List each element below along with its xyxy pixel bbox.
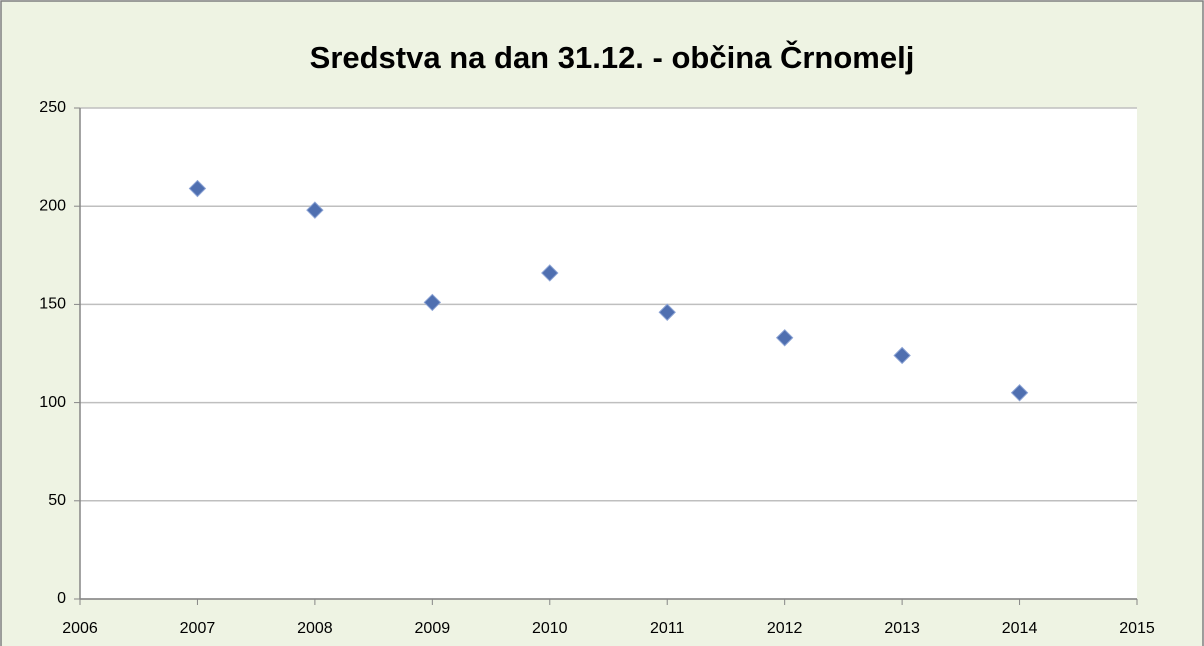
y-tick-label: 100 xyxy=(39,394,66,411)
x-tick-label: 2013 xyxy=(884,620,920,637)
x-tick-label: 2011 xyxy=(650,620,685,637)
point xyxy=(658,303,676,321)
x-tick-label: 2015 xyxy=(1119,620,1155,637)
point xyxy=(423,293,442,312)
y-tick-label: 150 xyxy=(39,296,66,313)
point xyxy=(1010,384,1029,402)
y-tick-label: 250 xyxy=(39,99,66,116)
y-tick-label: 200 xyxy=(39,197,66,214)
chart-title: Sredstva na dan 31.12. - občina Črnomelj xyxy=(310,39,915,75)
x-tick-label: 2014 xyxy=(1002,620,1038,637)
point xyxy=(306,201,324,219)
x-tick-label: 2008 xyxy=(297,620,333,637)
x-tick-label: 2010 xyxy=(532,620,568,637)
x-tick-label: 2006 xyxy=(62,620,98,637)
x-tick-label: 2007 xyxy=(180,620,216,637)
plot-area xyxy=(80,108,1137,599)
y-tick-label: 50 xyxy=(48,492,66,509)
point xyxy=(893,346,911,365)
point xyxy=(775,329,794,347)
x-tick-label: 2012 xyxy=(767,620,803,637)
point xyxy=(541,264,559,282)
y-tick-label: 0 xyxy=(57,590,66,607)
x-tick-label: 2009 xyxy=(415,620,451,637)
point xyxy=(188,179,207,198)
